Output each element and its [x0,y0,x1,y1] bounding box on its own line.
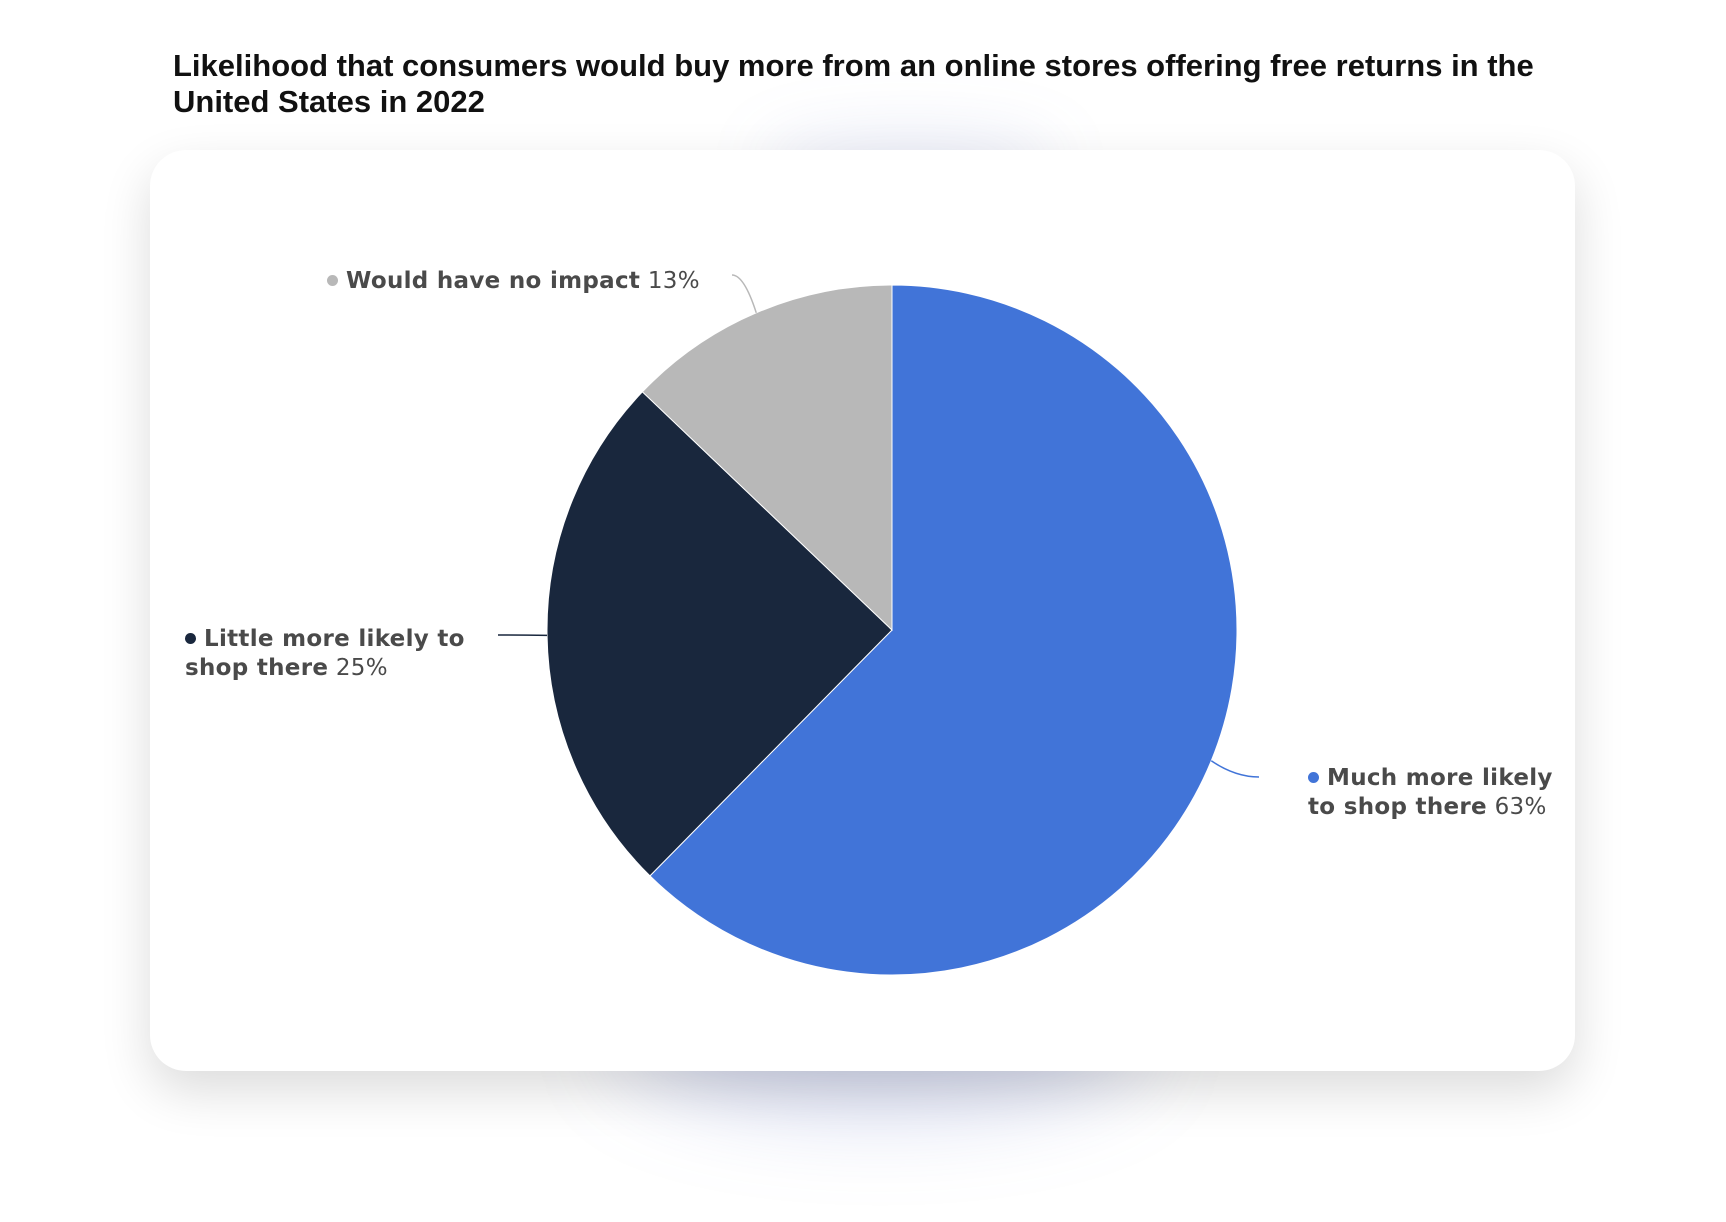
leader-line [1210,760,1260,778]
pie-slice [641,284,893,632]
legend-dot [327,275,338,286]
data-label: Would have no impact 13% [327,267,747,296]
data-label: Much more likely to shop there 63% [1308,764,1568,822]
pie-slice [546,391,893,877]
legend-dot [185,633,196,644]
value-label: 63% [1494,794,1547,820]
value-label: 25% [335,655,388,681]
value-label: 13% [647,268,700,294]
data-label: Little more likely to shop there 25% [185,625,465,683]
chart-title: Likelihood that consumers would buy more… [173,48,1534,119]
category-label: Much more likely to shop there [1308,765,1553,820]
legend-dot [1308,772,1319,783]
category-label: Little more likely to shop there [185,626,465,681]
category-label: Would have no impact [346,268,641,294]
leader-line [731,274,757,314]
